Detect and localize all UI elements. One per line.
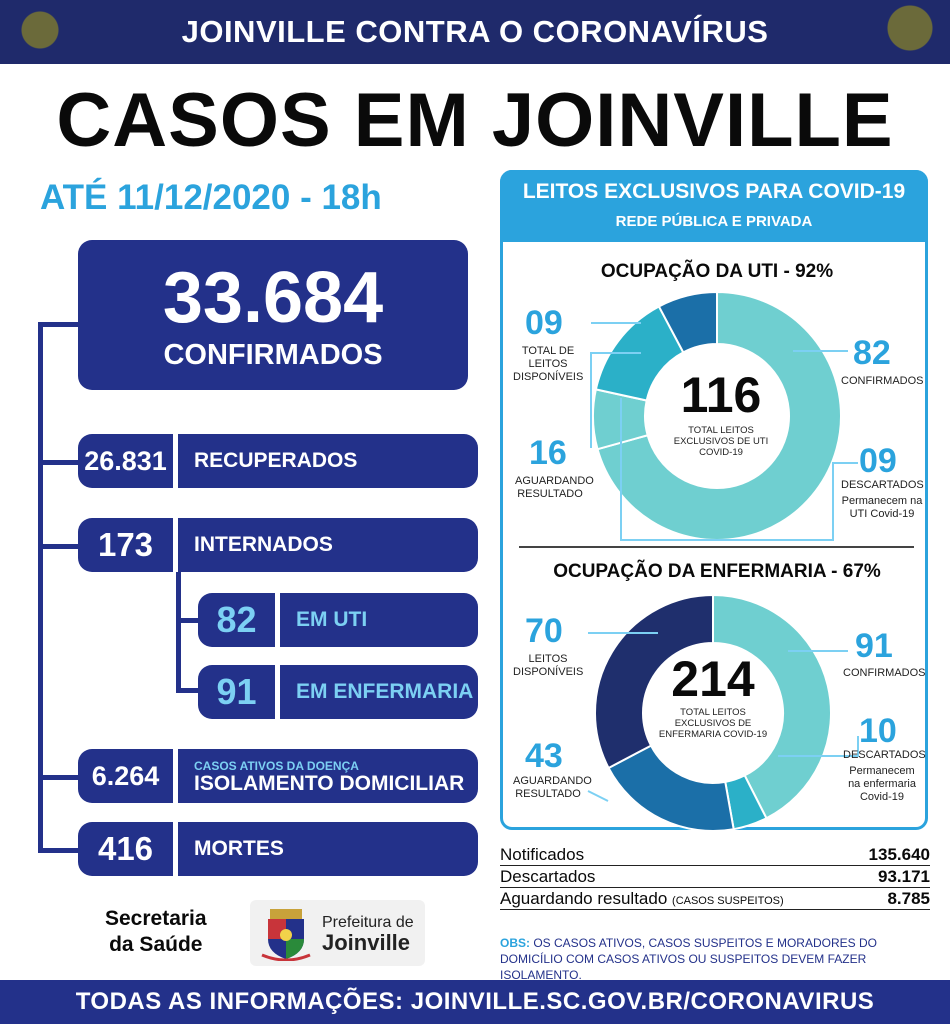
tree-connector [176, 688, 200, 693]
ward-awaiting-label: AGUARDANDO RESULTADO [513, 775, 592, 800]
ward-confirmed-label: CONFIRMADOS [843, 667, 926, 679]
ward-title: OCUPAÇÃO DA ENFERMARIA - 67% [553, 561, 881, 582]
page-title: CASOS EM JOINVILLE [56, 78, 894, 163]
prefeitura-text: Prefeitura de Joinville [322, 913, 414, 955]
confirmed-box: 33.684 CONFIRMADOS [78, 240, 468, 390]
isolation-value: 6.264 [78, 749, 178, 803]
ward-value: 91 [198, 665, 280, 719]
isolation-label-group: CASOS ATIVOS DA DOENÇA ISOLAMENTO DOMICI… [178, 757, 464, 795]
hospitalized-label: INTERNADOS [194, 533, 333, 556]
tree-connector [38, 848, 80, 853]
isolation-sublabel: CASOS ATIVOS DA DOENÇA [194, 759, 359, 773]
tree-connector [38, 775, 80, 780]
info-url-text: TODAS AS INFORMAÇÕES: JOINVILLE.SC.GOV.B… [75, 988, 875, 1015]
prefeitura-line2: Joinville [322, 930, 411, 955]
deaths-row: 416 MORTES [78, 822, 478, 876]
ward-total-label: TOTAL LEITOS EXCLUSIVOS DE ENFERMARIA CO… [658, 707, 768, 740]
uti-discarded-value: 09 [859, 442, 897, 480]
uti-donut [590, 290, 858, 541]
uti-title: OCUPAÇÃO DA UTI - 92% [600, 261, 834, 282]
recovered-label: RECUPERADOS [194, 449, 358, 472]
tree-connector [38, 544, 80, 549]
ward-total-value: 214 [671, 651, 755, 707]
icu-row: 82 EM UTI [198, 593, 478, 647]
discarded-label: Descartados [500, 867, 596, 886]
summary-row-awaiting: Aguardando resultado (CASOS SUSPEITOS) 8… [500, 888, 930, 910]
secretaria-logo-text: Secretaria da Saúde [105, 906, 207, 958]
hospitalized-row: 173 INTERNADOS [78, 518, 478, 572]
hospitalized-value: 173 [78, 518, 178, 572]
uti-discarded-note: Permanecem na UTI Covid-19 [841, 495, 923, 520]
confirmed-label: CONFIRMADOS [163, 339, 383, 371]
leitos-title: LEITOS EXCLUSIVOS PARA COVID-19 [522, 180, 906, 203]
coat-of-arms-icon [261, 909, 311, 961]
uti-discarded-label: DESCARTADOS [841, 479, 924, 491]
donut-slice-available_mid [657, 290, 718, 354]
tree-connector [176, 570, 181, 692]
top-banner: JOINVILLE CONTRA O CORONAVÍRUS [0, 0, 950, 64]
deaths-value: 416 [78, 822, 178, 876]
ward-available-value: 70 [525, 612, 563, 650]
recovered-value: 26.831 [78, 434, 178, 488]
tree-connector [38, 460, 80, 465]
uti-available-label: TOTAL DE LEITOS DISPONÍVEIS [513, 345, 584, 383]
icu-label: EM UTI [296, 608, 368, 631]
bottom-banner: TODAS AS INFORMAÇÕES: JOINVILLE.SC.GOV.B… [0, 980, 950, 1024]
summary-row-discarded: Descartados 93.171 [500, 866, 930, 888]
leitos-panel: LEITOS EXCLUSIVOS PARA COVID-19 REDE PÚB… [500, 170, 928, 832]
ward-available-label: LEITOS DISPONÍVEIS [513, 653, 584, 678]
ward-row: 91 EM ENFERMARIA [198, 665, 478, 719]
prefeitura-line1: Prefeitura de [322, 914, 414, 931]
section-divider [519, 546, 914, 548]
uti-total-label: TOTAL LEITOS EXCLUSIVOS DE UTI COVID-19 [673, 425, 769, 458]
awaiting-label: Aguardando resultado [500, 889, 668, 908]
ward-discarded-value: 10 [859, 712, 897, 750]
tree-connector [38, 322, 43, 852]
awaiting-label-group: Aguardando resultado (CASOS SUSPEITOS) [500, 889, 784, 909]
secretaria-line2: da Saúde [109, 933, 203, 956]
notified-label: Notificados [500, 845, 585, 864]
awaiting-value: 8.785 [887, 889, 930, 908]
ward-discarded-note: Permanecem na enfermaria Covid-19 [848, 765, 916, 803]
confirmed-value: 33.684 [162, 258, 384, 338]
ward-awaiting-value: 43 [525, 737, 563, 775]
obs-note: OBS: OS CASOS ATIVOS, CASOS SUSPEITOS E … [500, 935, 930, 983]
awaiting-note: (CASOS SUSPEITOS) [672, 895, 784, 907]
notified-value: 135.640 [868, 845, 930, 864]
secretaria-line1: Secretaria [105, 907, 207, 930]
discarded-value: 93.171 [878, 867, 930, 886]
icu-value: 82 [198, 593, 280, 647]
recovered-row: 26.831 RECUPERADOS [78, 434, 478, 488]
uti-available-value: 09 [525, 304, 563, 342]
isolation-label: ISOLAMENTO DOMICILIAR [194, 772, 465, 795]
banner-title: JOINVILLE CONTRA O CORONAVÍRUS [181, 14, 769, 49]
donut-slice-available [594, 593, 714, 770]
uti-total-value: 116 [680, 367, 762, 423]
uti-awaiting-value: 16 [529, 434, 567, 472]
leitos-header: LEITOS EXCLUSIVOS PARA COVID-19 REDE PÚB… [500, 170, 928, 242]
tree-connector [38, 322, 80, 327]
ward-label: EM ENFERMARIA [296, 680, 474, 703]
donut-slice-confirmed [596, 290, 842, 541]
ward-donut [587, 593, 859, 832]
uti-confirmed-label: CONFIRMADOS [841, 375, 924, 387]
deaths-label: MORTES [194, 837, 284, 860]
ward-confirmed-value: 91 [855, 627, 893, 665]
leitos-subtitle: REDE PÚBLICA E PRIVADA [615, 213, 813, 230]
prefeitura-logo: Prefeitura de Joinville [250, 900, 425, 966]
isolation-row: 6.264 CASOS ATIVOS DA DOENÇA ISOLAMENTO … [78, 749, 478, 803]
summary-row-notified: Notificados 135.640 [500, 844, 930, 866]
obs-text: OS CASOS ATIVOS, CASOS SUSPEITOS E MORAD… [500, 936, 877, 982]
uti-confirmed-value: 82 [853, 334, 891, 372]
uti-awaiting-label: AGUARDANDO RESULTADO [515, 475, 594, 500]
tree-connector [176, 618, 200, 623]
obs-prefix: OBS: [500, 936, 530, 950]
date-line: ATÉ 11/12/2020 - 18h [40, 178, 382, 217]
ward-discarded-label: DESCARTADOS [843, 749, 926, 761]
